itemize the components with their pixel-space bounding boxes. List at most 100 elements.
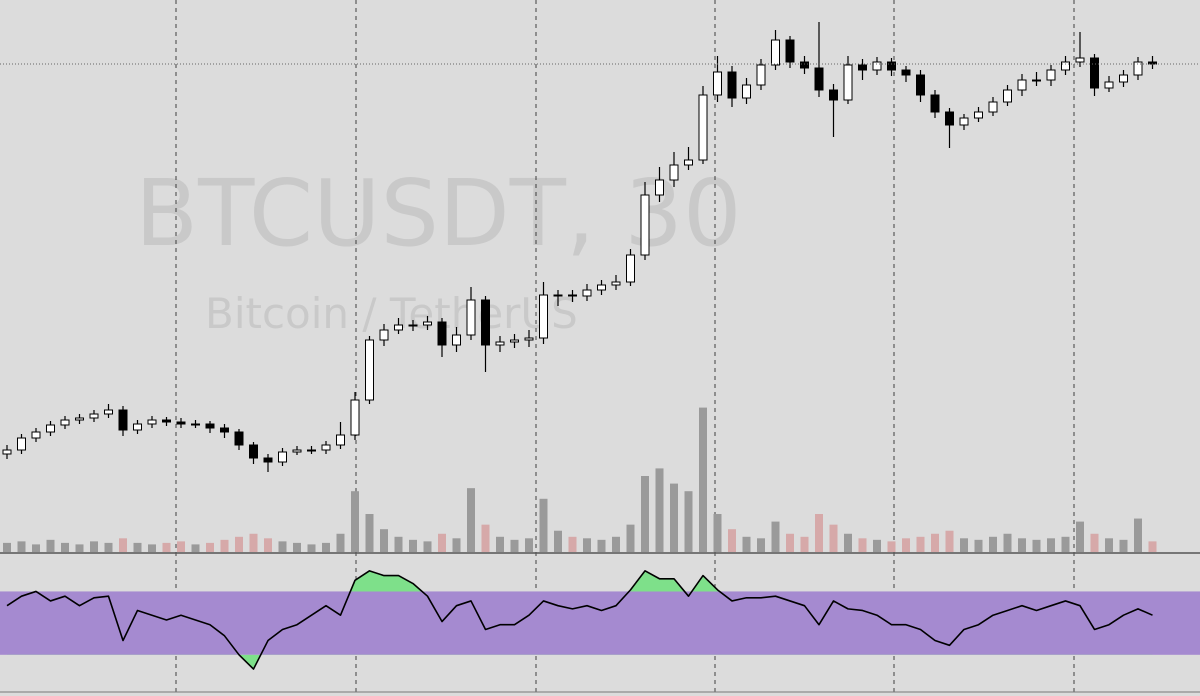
volume-bar bbox=[133, 542, 142, 552]
candle-body bbox=[249, 444, 258, 459]
candle bbox=[684, 147, 693, 170]
candle-body bbox=[988, 101, 998, 113]
candle-body bbox=[510, 339, 519, 343]
volume-bar bbox=[278, 541, 287, 552]
candle bbox=[17, 434, 26, 454]
candle bbox=[350, 392, 360, 440]
candle-body bbox=[887, 61, 896, 71]
candle bbox=[408, 320, 418, 331]
candle bbox=[423, 316, 432, 330]
candle-body bbox=[2, 449, 12, 455]
volume-bar bbox=[829, 524, 838, 552]
candle-body bbox=[1032, 79, 1041, 82]
candle bbox=[495, 336, 505, 352]
candle bbox=[191, 420, 200, 428]
candle bbox=[785, 36, 795, 68]
volume-bar bbox=[1076, 521, 1084, 552]
candle bbox=[814, 22, 824, 97]
candle-body bbox=[785, 39, 795, 63]
candle-body bbox=[263, 457, 273, 463]
candle-body bbox=[1017, 79, 1027, 91]
volume-bar bbox=[336, 533, 345, 552]
volume-bar bbox=[61, 542, 69, 552]
volume-bar bbox=[177, 541, 185, 552]
candle bbox=[539, 282, 548, 344]
candle-body bbox=[60, 419, 70, 426]
candle bbox=[510, 334, 519, 348]
watermark-description: Bitcoin / TetherUS bbox=[205, 289, 578, 338]
volume-bar bbox=[119, 538, 127, 552]
candle-body bbox=[1003, 89, 1012, 103]
volume-bar bbox=[220, 539, 229, 552]
candle bbox=[394, 318, 403, 334]
volume-bar bbox=[3, 542, 11, 552]
candle bbox=[930, 90, 940, 118]
candle bbox=[31, 428, 41, 442]
candle-body bbox=[814, 67, 824, 91]
candle-body bbox=[1061, 61, 1070, 71]
candle bbox=[1133, 57, 1143, 80]
candle bbox=[46, 421, 55, 436]
volume-bar bbox=[467, 488, 475, 552]
volume-bar bbox=[1003, 533, 1012, 552]
candle-body bbox=[292, 449, 302, 453]
candle-body bbox=[669, 164, 679, 181]
candle bbox=[698, 86, 708, 164]
candle bbox=[1017, 74, 1027, 96]
candle bbox=[626, 249, 635, 286]
candle bbox=[858, 59, 867, 80]
candle-body bbox=[118, 409, 128, 431]
volume-bar bbox=[902, 538, 910, 552]
candle-body bbox=[640, 194, 650, 256]
volume-bar bbox=[945, 530, 954, 552]
volume-bar bbox=[568, 536, 577, 552]
candle bbox=[901, 66, 911, 82]
candle-body bbox=[800, 61, 809, 69]
candle-body bbox=[930, 94, 940, 113]
volume-bar bbox=[612, 536, 620, 552]
candle-body bbox=[336, 434, 345, 446]
volume-bar bbox=[873, 539, 881, 552]
volume-bar bbox=[322, 542, 330, 552]
candle bbox=[1119, 70, 1128, 87]
candle-body bbox=[191, 423, 200, 426]
candle-body bbox=[307, 449, 316, 452]
volume-bar bbox=[452, 538, 461, 552]
volume-bar bbox=[1018, 538, 1026, 552]
candle-body bbox=[713, 71, 722, 96]
candle bbox=[263, 454, 273, 472]
candle bbox=[1075, 32, 1085, 67]
volume-bar bbox=[90, 541, 98, 552]
volume-bar bbox=[742, 536, 751, 552]
volume-bar bbox=[597, 539, 606, 552]
candle-body bbox=[1090, 57, 1099, 89]
volume-bar bbox=[351, 491, 359, 552]
volume-bar bbox=[1134, 518, 1142, 552]
candle-body bbox=[611, 281, 621, 286]
candle-body bbox=[147, 419, 157, 425]
candle bbox=[104, 404, 113, 418]
candle bbox=[771, 30, 780, 70]
candle bbox=[365, 336, 374, 404]
candle-body bbox=[626, 254, 635, 283]
volume-bar bbox=[1061, 536, 1070, 552]
volume-bar bbox=[206, 542, 214, 552]
candle-body bbox=[1133, 61, 1143, 76]
candle-body bbox=[742, 84, 751, 99]
candle bbox=[669, 152, 679, 187]
candle bbox=[597, 280, 606, 295]
candle-body bbox=[46, 424, 55, 433]
candle bbox=[118, 406, 128, 436]
volume-bar bbox=[409, 539, 417, 552]
candle-body bbox=[582, 289, 592, 297]
candle bbox=[872, 57, 882, 75]
candle bbox=[321, 441, 331, 454]
candle-body bbox=[495, 341, 505, 346]
candle bbox=[568, 290, 577, 302]
candle bbox=[379, 324, 389, 346]
candle bbox=[1090, 54, 1099, 96]
volume-bar bbox=[75, 544, 84, 552]
candle bbox=[945, 108, 954, 148]
candle-body bbox=[205, 423, 215, 429]
